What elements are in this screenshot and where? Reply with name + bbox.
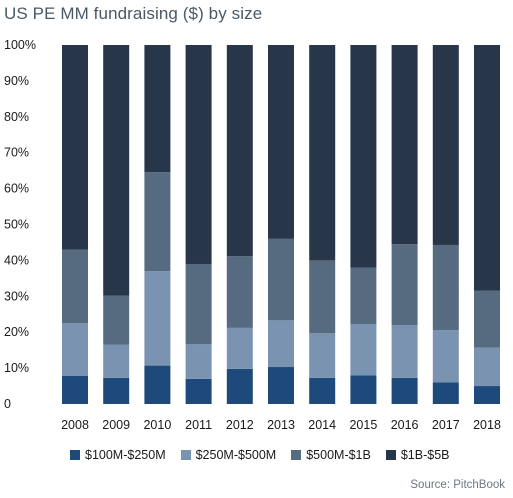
- y-tick-label: 40%: [4, 253, 29, 267]
- y-tick-label: 60%: [4, 182, 29, 196]
- bar-segment: [268, 367, 294, 404]
- y-tick-label: 20%: [4, 325, 29, 339]
- bar-segment: [350, 324, 377, 376]
- legend: $100M-$250M $250M-$500M $500M-$1B $1B-$5…: [70, 448, 450, 462]
- legend-label: $250M-$500M: [195, 448, 277, 462]
- bar-segment: [103, 344, 130, 378]
- x-tick-label: 2012: [226, 418, 254, 432]
- bar-segment: [268, 45, 294, 239]
- legend-label: $500M-$1B: [306, 448, 371, 462]
- bar-segment: [103, 295, 130, 345]
- bar-segment: [185, 378, 212, 404]
- x-tick-label: 2011: [185, 418, 212, 432]
- bar-segment: [474, 347, 500, 387]
- chart-title: US PE MM fundraising ($) by size: [4, 4, 263, 23]
- y-tick-label: 100%: [4, 38, 36, 52]
- y-tick-label: 90%: [4, 74, 29, 88]
- bar-segment: [474, 45, 500, 291]
- y-tick-label: 10%: [4, 361, 29, 375]
- bar-segment: [391, 45, 418, 245]
- bar-segment: [391, 377, 418, 404]
- legend-swatch: [70, 450, 80, 460]
- source-note: Source: PitchBook: [410, 479, 505, 491]
- y-tick-label: 30%: [4, 289, 29, 303]
- bar-segment: [62, 45, 88, 250]
- bar-segment: [226, 327, 253, 369]
- bar-segment: [144, 45, 171, 173]
- legend-swatch: [180, 450, 191, 460]
- bar-segment: [350, 375, 377, 404]
- bar-segment: [268, 238, 294, 321]
- legend-item: $100M-$250M: [70, 448, 166, 462]
- bar-segment: [144, 365, 171, 404]
- bar-segment: [432, 244, 459, 331]
- legend-item: $500M-$1B: [291, 448, 371, 462]
- legend-swatch: [291, 450, 302, 460]
- x-tick-label: 2016: [391, 418, 419, 432]
- bar-segment: [62, 375, 88, 404]
- bar-segment: [309, 260, 336, 334]
- bar-segment: [432, 45, 459, 245]
- bar-segment: [350, 267, 377, 325]
- legend-item: $250M-$500M: [180, 448, 277, 462]
- x-tick-label: 2008: [61, 418, 89, 432]
- bar-segment: [309, 45, 336, 261]
- bar-segment: [103, 377, 130, 404]
- y-tick-label: 50%: [4, 218, 29, 232]
- legend-label: $100M-$250M: [85, 448, 166, 462]
- x-tick-label: 2009: [102, 418, 130, 432]
- bar-segment: [309, 333, 336, 378]
- bar-segment: [185, 344, 212, 379]
- x-tick-label: 2018: [473, 418, 501, 432]
- bar-segment: [144, 271, 171, 366]
- y-tick-label: 0: [4, 397, 11, 411]
- bar-segment: [268, 320, 294, 368]
- bar-segment: [185, 45, 212, 264]
- y-tick-label: 80%: [4, 110, 29, 124]
- legend-item: $1B-$5B: [385, 448, 450, 462]
- bar-segment: [391, 244, 418, 326]
- legend-label: $1B-$5B: [400, 448, 450, 462]
- bar-segment: [474, 386, 500, 404]
- bar-segment: [103, 45, 130, 296]
- bar-segment: [432, 382, 459, 404]
- bar-segment: [226, 256, 253, 328]
- stacked-bar-chart: 0 10% 20% 30% 40% 50% 60% 70% 80% 90% 100% 2008 2009…: [4, 38, 501, 432]
- bar-segment: [62, 323, 88, 376]
- bar-segment: [474, 290, 500, 348]
- x-tick-label: 2014: [308, 418, 336, 432]
- bar-segment: [309, 377, 336, 404]
- x-tick-label: 2017: [432, 418, 460, 432]
- bar-segment: [432, 330, 459, 383]
- bar-segment: [144, 172, 171, 272]
- bar-segment: [350, 45, 377, 268]
- y-tick-label: 70%: [4, 146, 29, 160]
- bar-segment: [185, 263, 212, 345]
- x-tick-label: 2010: [143, 418, 171, 432]
- bar-segment: [62, 249, 88, 324]
- x-tick-label: 2013: [267, 418, 295, 432]
- bar-segment: [226, 368, 253, 404]
- bar-segment: [226, 45, 253, 257]
- x-tick-label: 2015: [349, 418, 377, 432]
- bar-segment: [391, 325, 418, 378]
- legend-swatch: [385, 450, 396, 460]
